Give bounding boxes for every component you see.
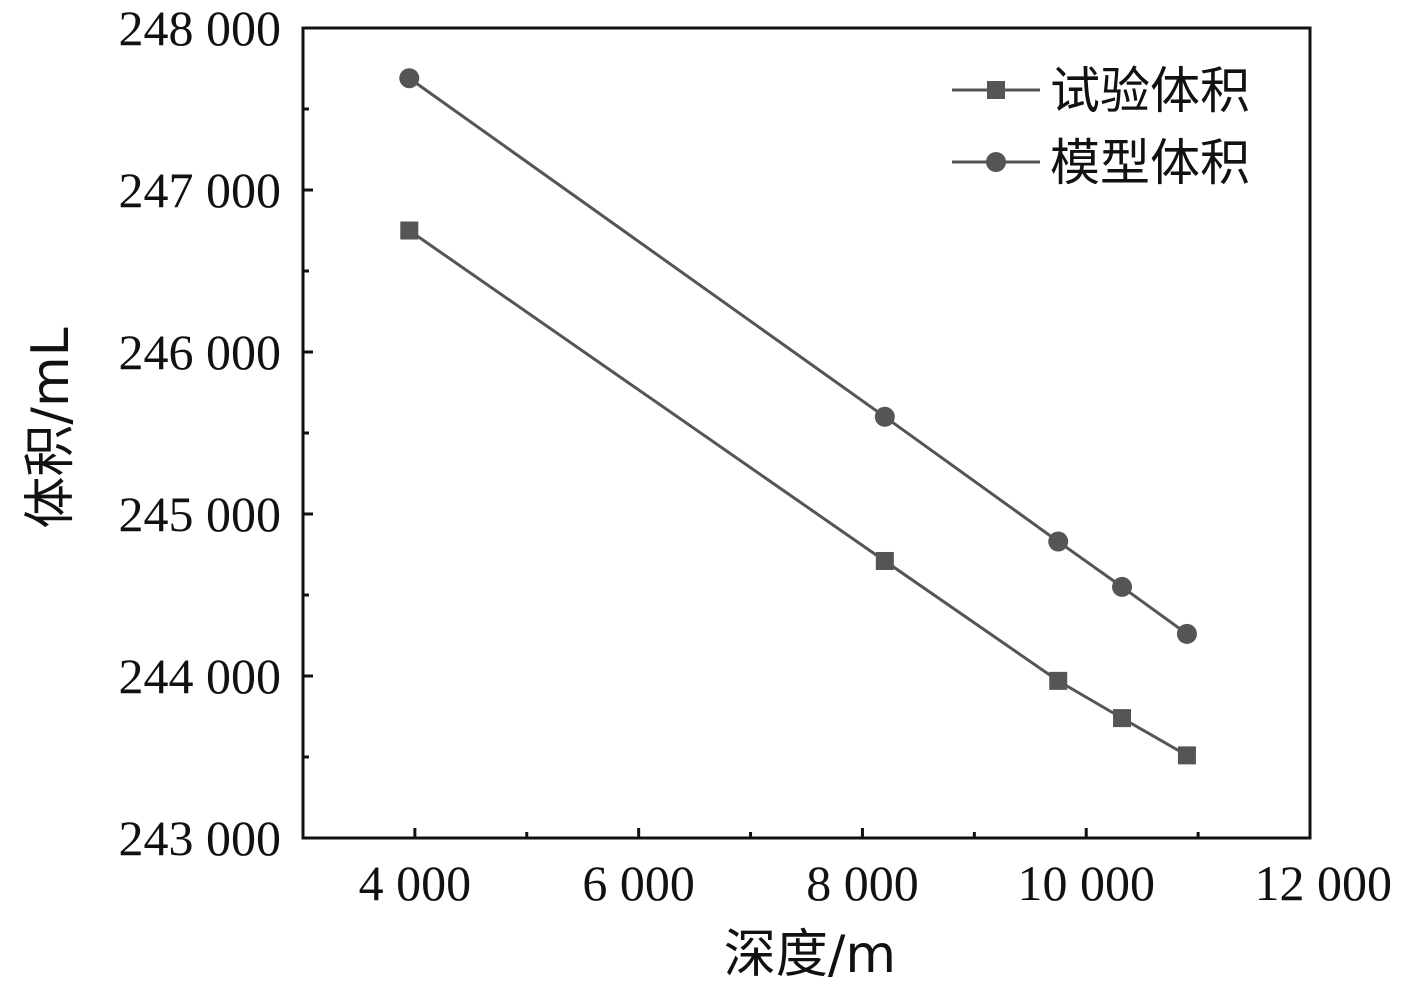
x-tick-label: 10 000 bbox=[1017, 855, 1155, 911]
legend-label: 试验体积 bbox=[1050, 62, 1250, 120]
x-tick-label: 8 000 bbox=[806, 855, 919, 911]
data-point-circle bbox=[1048, 531, 1069, 552]
data-point-circle bbox=[874, 406, 895, 427]
y-axis-title: 体积/mL bbox=[21, 327, 81, 528]
y-tick-label: 247 000 bbox=[119, 162, 282, 218]
y-tick-label: 243 000 bbox=[119, 810, 282, 866]
x-tick-label: 6 000 bbox=[582, 855, 695, 911]
data-point-square bbox=[1177, 746, 1196, 765]
y-axis: 243 000 244 000 245 000 246 000 247 000 248 0… bbox=[119, 0, 313, 866]
data-point-square bbox=[875, 551, 894, 570]
data-point-circle bbox=[986, 152, 1006, 172]
x-axis: 4 000 6 000 8 000 10 000 12 000 bbox=[359, 828, 1392, 911]
data-point-circle bbox=[399, 68, 420, 89]
data-point-circle bbox=[1176, 623, 1197, 644]
legend-item: 试验体积 bbox=[952, 62, 1250, 120]
series-line bbox=[408, 229, 1188, 757]
y-tick-label: 246 000 bbox=[119, 324, 282, 380]
series-layer bbox=[399, 68, 1197, 765]
x-tick-label: 12 000 bbox=[1255, 855, 1393, 911]
y-tick-label: 245 000 bbox=[119, 486, 282, 542]
series-2 bbox=[399, 68, 1197, 644]
data-point-square bbox=[400, 221, 419, 240]
y-tick-label: 248 000 bbox=[119, 0, 282, 56]
legend-label: 模型体积 bbox=[1050, 134, 1250, 192]
data-point-circle bbox=[1112, 576, 1133, 597]
data-point-square bbox=[987, 81, 1005, 99]
data-point-square bbox=[1113, 709, 1132, 728]
x-axis-title: 深度/m bbox=[724, 925, 896, 985]
y-tick-label: 244 000 bbox=[119, 648, 282, 704]
x-tick-label: 4 000 bbox=[359, 855, 472, 911]
series-1 bbox=[400, 221, 1196, 765]
legend-item: 模型体积 bbox=[952, 134, 1250, 192]
data-point-square bbox=[1049, 671, 1068, 690]
